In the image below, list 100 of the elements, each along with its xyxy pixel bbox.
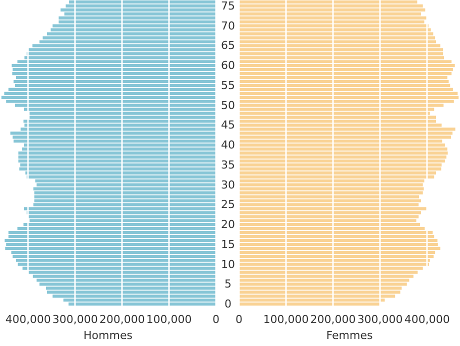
- y-tick-label: 0: [224, 298, 232, 311]
- bar: [239, 258, 430, 262]
- bar: [239, 128, 456, 131]
- x-tick-label: 300,000: [357, 313, 403, 326]
- bar: [239, 72, 452, 76]
- x-axis-title: Hommes: [84, 329, 133, 342]
- bar: [19, 167, 216, 170]
- bar: [12, 68, 216, 72]
- bar: [239, 238, 438, 242]
- bar: [239, 40, 436, 44]
- y-tick-label: 65: [221, 39, 235, 52]
- bar: [239, 215, 419, 218]
- bar: [239, 84, 450, 88]
- bar: [239, 159, 445, 163]
- bar: [18, 159, 216, 163]
- bar: [16, 76, 216, 80]
- bar: [24, 124, 216, 127]
- bar: [239, 20, 424, 24]
- bar: [239, 28, 431, 32]
- bar: [239, 274, 414, 278]
- bar: [5, 246, 216, 250]
- bar: [239, 199, 421, 202]
- bar: [239, 302, 381, 306]
- bar: [12, 64, 216, 68]
- bar: [12, 254, 216, 258]
- bar: [239, 254, 434, 258]
- bar: [22, 148, 216, 151]
- bar: [239, 167, 442, 170]
- x-tick-label: 200,000: [99, 313, 145, 326]
- bar: [33, 187, 216, 190]
- bar: [239, 92, 458, 95]
- bar: [239, 187, 424, 190]
- bar: [23, 120, 216, 123]
- bar: [8, 231, 216, 234]
- bar: [239, 24, 428, 28]
- bar: [239, 148, 448, 151]
- bar: [6, 242, 216, 246]
- bar: [239, 219, 416, 222]
- bar: [239, 36, 436, 40]
- bar: [14, 140, 216, 143]
- y-tick-label: 55: [221, 78, 235, 92]
- bar: [8, 88, 216, 91]
- bar: [239, 16, 427, 20]
- bar: [4, 92, 216, 95]
- bar: [239, 64, 455, 68]
- bar: [239, 195, 420, 198]
- x-axis-title: Femmes: [326, 329, 373, 342]
- bar: [18, 262, 216, 266]
- bar: [239, 191, 423, 194]
- bar: [69, 0, 216, 4]
- y-tick-label: 70: [221, 19, 235, 32]
- bar: [28, 48, 216, 52]
- bar: [4, 238, 216, 242]
- bar: [1, 96, 216, 99]
- bar: [239, 116, 436, 119]
- y-tick-label: 5: [224, 278, 232, 291]
- x-tick-label: 200,000: [310, 313, 356, 326]
- bar: [60, 8, 216, 12]
- y-tick-label: 45: [221, 118, 235, 132]
- bar: [239, 183, 423, 186]
- bar: [239, 234, 434, 238]
- bar: [239, 76, 448, 80]
- bar: [239, 152, 448, 155]
- bar: [34, 191, 216, 194]
- bar: [239, 278, 410, 282]
- bar: [14, 80, 216, 84]
- bar: [42, 36, 216, 40]
- bar: [239, 132, 452, 135]
- x-tick-label: 100,000: [263, 313, 309, 326]
- bar: [12, 72, 216, 76]
- bar: [239, 242, 438, 246]
- bar: [50, 28, 216, 32]
- x-tick-label: 0: [212, 313, 220, 326]
- bar: [239, 155, 446, 159]
- bar: [34, 195, 216, 198]
- bar: [26, 211, 216, 214]
- x-tick-label: 100,000: [146, 313, 192, 326]
- bar: [239, 262, 429, 266]
- bar: [239, 207, 427, 210]
- bar: [239, 52, 444, 56]
- bar: [20, 163, 216, 167]
- bar: [58, 16, 216, 20]
- bar: [28, 215, 216, 218]
- x-tick-label: 400,000: [5, 313, 51, 326]
- y-tick-label: 15: [221, 238, 235, 251]
- bar: [26, 175, 216, 178]
- bar: [46, 32, 216, 36]
- bar: [16, 258, 216, 262]
- bar: [239, 48, 444, 52]
- y-tick-label: 60: [221, 59, 235, 72]
- y-tick-label: 35: [221, 158, 235, 172]
- y-tick-label: 25: [221, 198, 235, 212]
- bar: [239, 136, 452, 139]
- bar: [18, 152, 216, 155]
- bar: [39, 282, 216, 286]
- bar: [26, 52, 216, 56]
- y-tick-label: 10: [221, 258, 235, 271]
- bar: [36, 278, 216, 282]
- bar: [239, 8, 426, 12]
- bar: [32, 274, 216, 278]
